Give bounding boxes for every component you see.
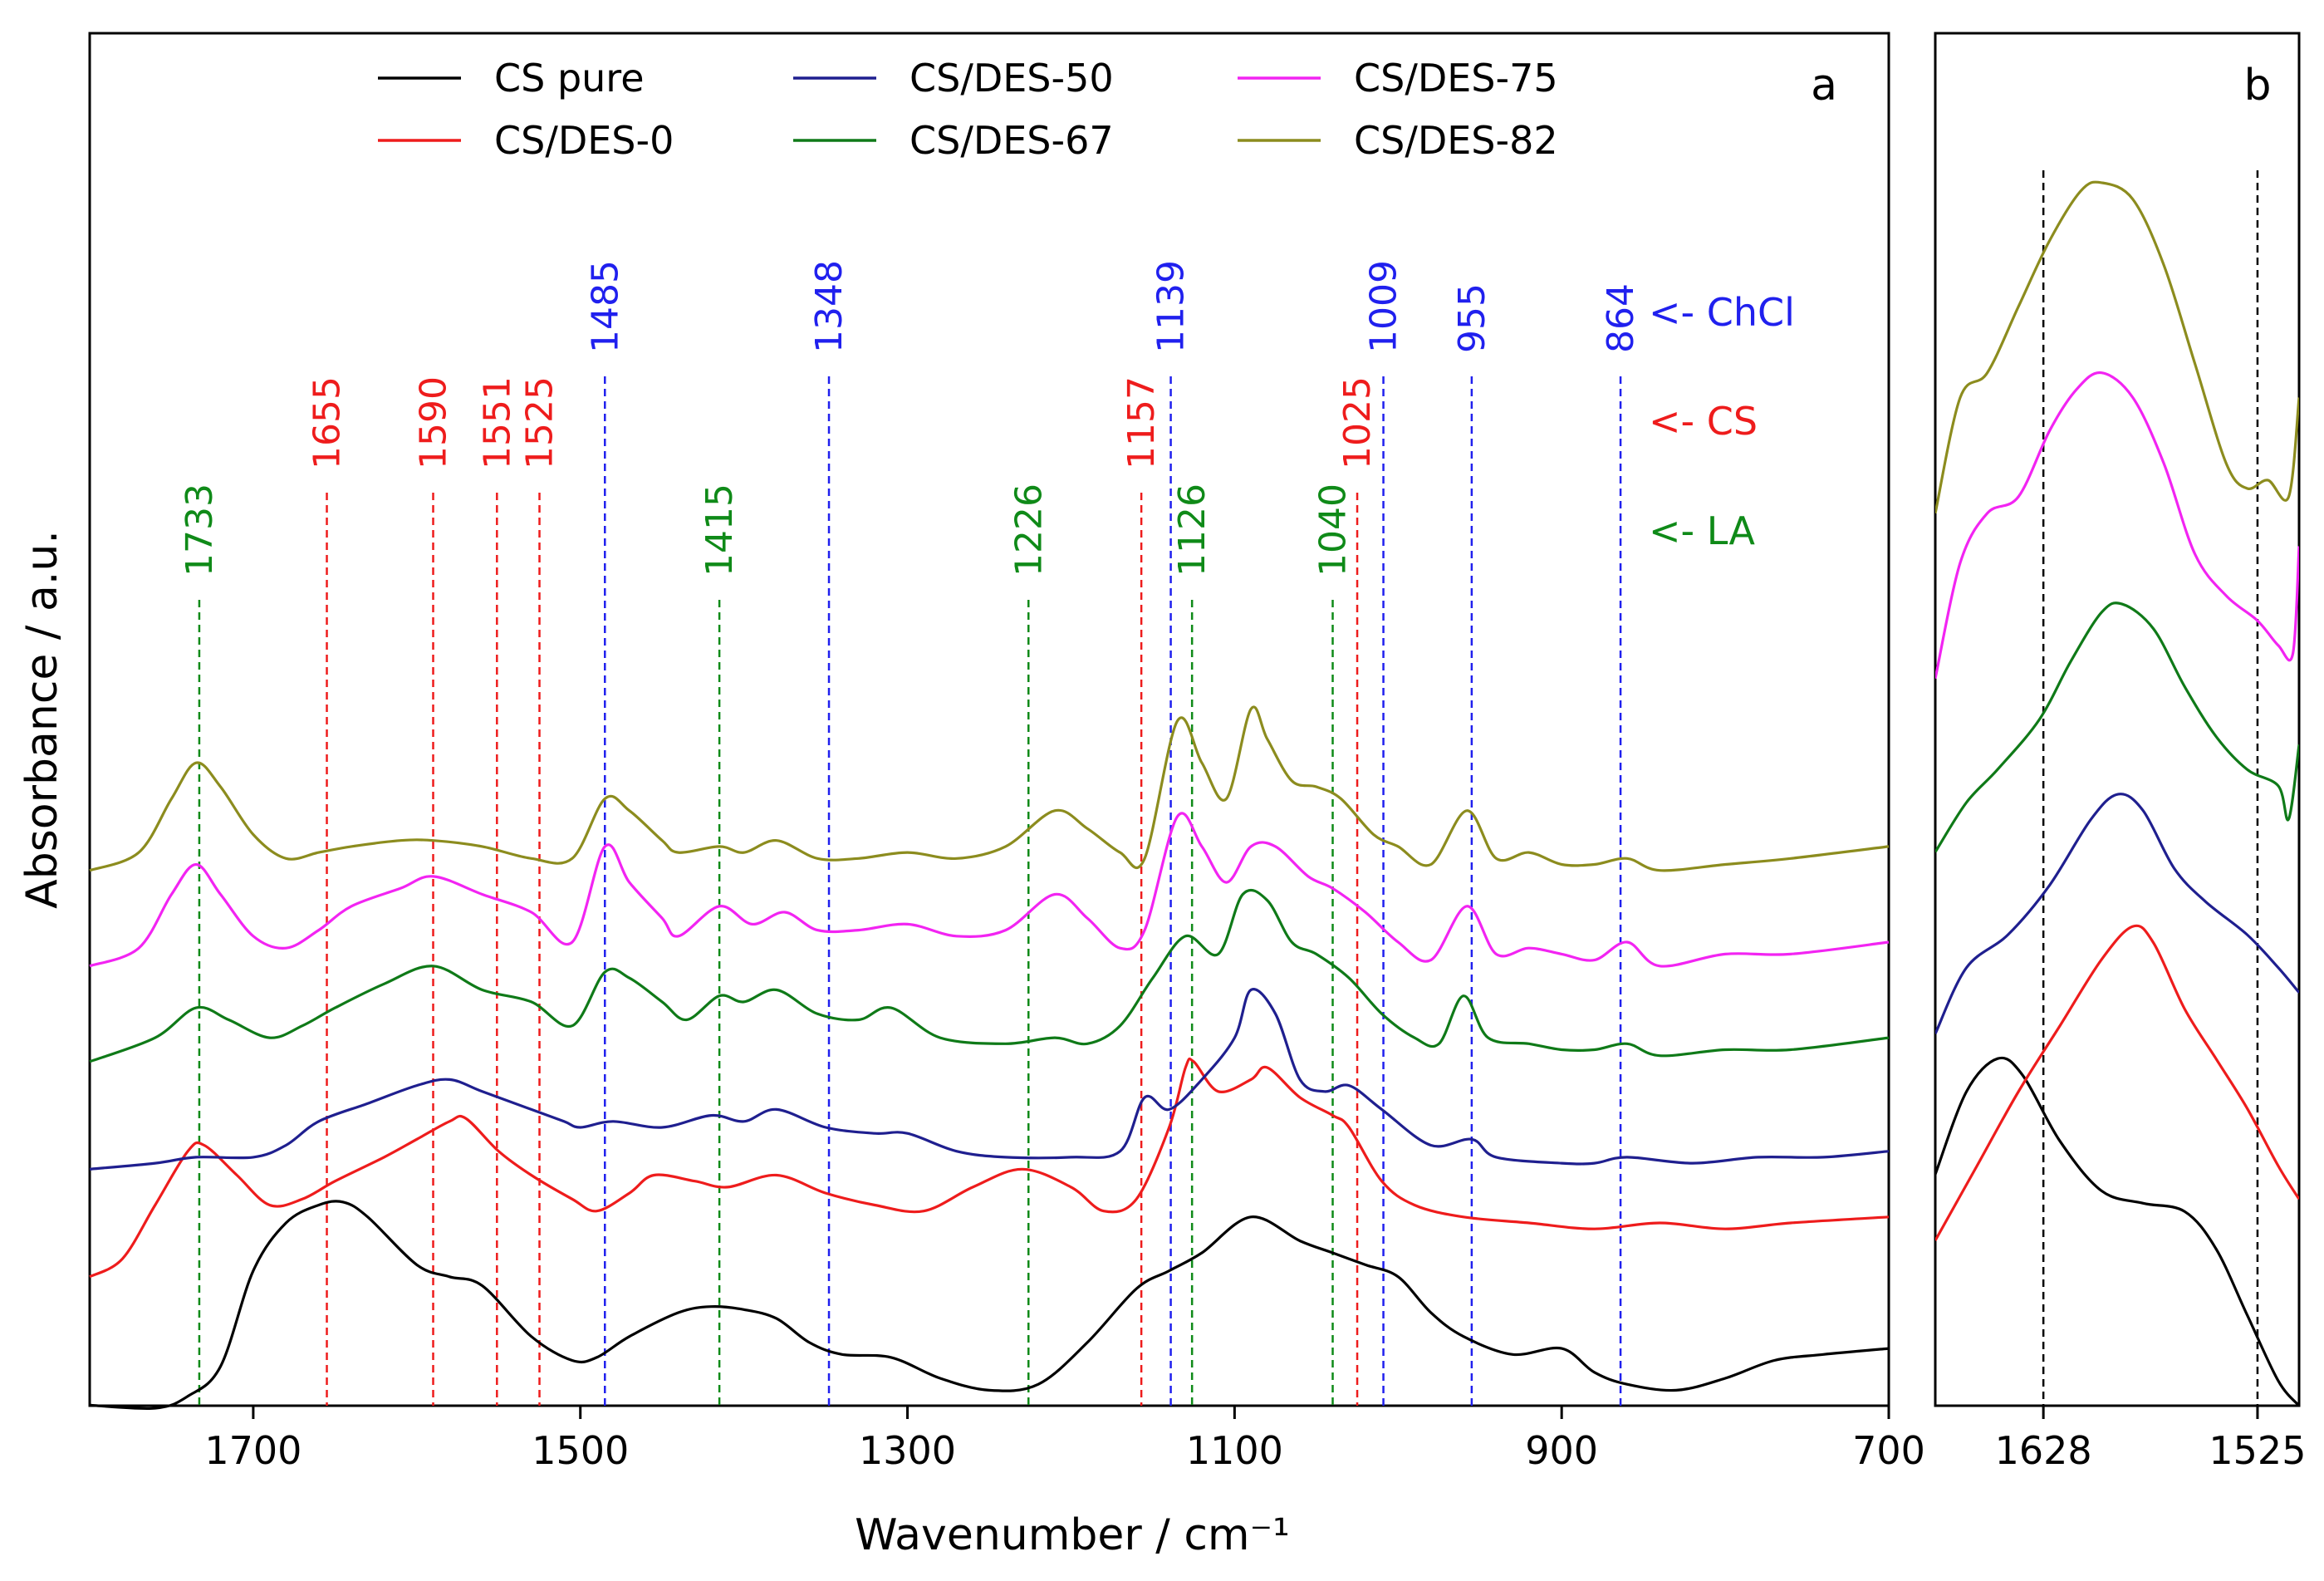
marker-label-1025: 1025: [1336, 376, 1379, 469]
marker-label-1655: 1655: [306, 376, 349, 469]
legend-label-cs-pure: CS pure: [494, 56, 645, 101]
series-b-cs-des-50: [1935, 793, 2299, 1035]
series-b-cs-des-0: [1935, 924, 2299, 1241]
x-tick-label-b-1525: 1525: [2209, 1428, 2306, 1473]
panel-letter-a: a: [1811, 61, 1837, 110]
x-tick-label-a-1300: 1300: [859, 1428, 956, 1473]
x-axis-title: Wavenumber / cm⁻¹: [855, 1510, 1290, 1560]
marker-label-1126: 1126: [1171, 484, 1213, 577]
x-tick-label-a-700: 700: [1852, 1428, 1925, 1473]
group-label-cs: <- CS: [1649, 399, 1758, 444]
marker-label-1485: 1485: [584, 260, 626, 353]
panel-a-frame: [88, 32, 1890, 1407]
marker-label-1226: 1226: [1008, 484, 1050, 577]
legend-label-cs-des-75: CS/DES-75: [1354, 56, 1558, 101]
panel-letter-b: b: [2243, 61, 2271, 110]
marker-label-1733: 1733: [179, 484, 221, 577]
marker-label-1157: 1157: [1120, 376, 1163, 469]
panel-a: 1733 1655 1590 1551 1525 1485 1415 1348 1226 1157…: [17, 32, 1925, 1560]
marker-label-1525: 1525: [519, 376, 561, 469]
group-label-la: <- LA: [1649, 508, 1755, 553]
series-b-cs-des-75: [1935, 371, 2299, 680]
panel-b-frame: [1934, 32, 2301, 1407]
series-a-cs-pure: [89, 1200, 1890, 1410]
legend-label-cs-des-0: CS/DES-0: [494, 118, 674, 163]
legend-label-cs-des-50: CS/DES-50: [909, 56, 1114, 101]
group-label-chcl: <- ChCl: [1649, 290, 1795, 335]
marker-label-1040: 1040: [1312, 484, 1355, 577]
series-a-cs-des-0: [89, 1057, 1890, 1279]
marker-label-864: 864: [1600, 283, 1642, 353]
legend-label-cs-des-67: CS/DES-67: [909, 118, 1114, 163]
series-a-cs-des-50: [89, 988, 1890, 1171]
marker-label-1139: 1139: [1150, 260, 1193, 353]
x-tick-label-a-1100: 1100: [1186, 1428, 1283, 1473]
marker-label-1415: 1415: [699, 484, 741, 577]
x-tick-label-a-1500: 1500: [532, 1428, 629, 1473]
marker-label-1551: 1551: [476, 376, 518, 469]
marker-label-955: 955: [1451, 283, 1493, 353]
series-a-cs-des-75: [89, 812, 1890, 968]
x-tick-label-a-1700: 1700: [204, 1428, 302, 1473]
marker-label-1009: 1009: [1363, 260, 1405, 353]
y-axis-title: Absorbance / a.u.: [17, 530, 67, 909]
legend-label-cs-des-82: CS/DES-82: [1354, 118, 1558, 163]
series-a-cs-des-67: [89, 888, 1890, 1063]
marker-label-1590: 1590: [413, 376, 455, 469]
series-b-cs-pure: [1935, 1056, 2299, 1406]
series-b-cs-des-82: [1935, 180, 2299, 514]
x-tick-label-a-900: 900: [1525, 1428, 1598, 1473]
series-a-cs-des-82: [89, 705, 1890, 872]
panel-b: 1628 1525 b: [1934, 32, 2306, 1473]
marker-label-1348: 1348: [808, 260, 851, 353]
x-tick-label-b-1628: 1628: [1995, 1428, 2092, 1473]
series-b-cs-des-67: [1935, 601, 2299, 853]
